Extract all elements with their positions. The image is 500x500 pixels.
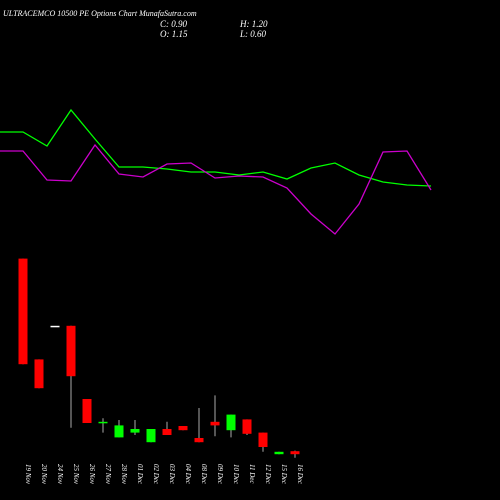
x-tick-label: 10 Dec — [232, 464, 240, 485]
candle-body — [82, 399, 92, 423]
candle-body — [194, 438, 204, 443]
candle-body — [226, 414, 236, 431]
low-readout: L: 0.60 — [239, 29, 267, 39]
high-readout: H: 1.20 — [239, 19, 268, 29]
x-tick-label: 27 Nov — [104, 464, 112, 485]
x-tick-label: 04 Dec — [184, 464, 192, 485]
candle-body — [50, 325, 60, 328]
candle-body — [242, 419, 252, 434]
x-tick-label: 24 Nov — [56, 464, 64, 485]
candle-body — [258, 432, 268, 447]
x-tick-label: 20 Nov — [40, 464, 48, 485]
x-tick-label: 09 Dec — [216, 464, 224, 485]
x-tick-label: 01 Dec — [136, 464, 144, 485]
x-tick-label: 15 Dec — [280, 464, 288, 485]
candle-body — [210, 421, 220, 426]
candle-body — [98, 421, 108, 424]
candle-body — [290, 451, 300, 455]
overlay-line — [0, 143, 432, 235]
candle-body — [66, 325, 76, 377]
candle-body — [18, 258, 28, 365]
close-readout: C: 0.90 — [160, 19, 188, 29]
x-tick-label: 03 Dec — [168, 464, 176, 485]
candle-body — [162, 429, 172, 435]
x-tick-label: 02 Dec — [152, 464, 160, 485]
candle-body — [130, 429, 140, 433]
candle-body — [146, 429, 156, 443]
x-tick-label: 08 Dec — [200, 464, 208, 485]
x-tick-label: 11 Dec — [248, 464, 256, 484]
x-tick-label: 28 Nov — [120, 464, 128, 485]
candle-body — [274, 451, 284, 455]
x-tick-label: 26 Nov — [88, 464, 96, 485]
candle-body — [178, 426, 188, 431]
x-tick-label: 25 Nov — [72, 464, 80, 485]
open-readout: O: 1.15 — [160, 29, 188, 39]
x-tick-label: 16 Dec — [296, 464, 304, 485]
candle-body — [34, 359, 44, 389]
x-tick-label: 19 Nov — [24, 464, 32, 485]
candle-body — [114, 425, 124, 438]
overlay-line — [0, 108, 432, 187]
x-tick-label: 12 Dec — [264, 464, 272, 485]
chart-title: ULTRACEMCO 10500 PE Options Chart Munafa… — [3, 9, 197, 18]
